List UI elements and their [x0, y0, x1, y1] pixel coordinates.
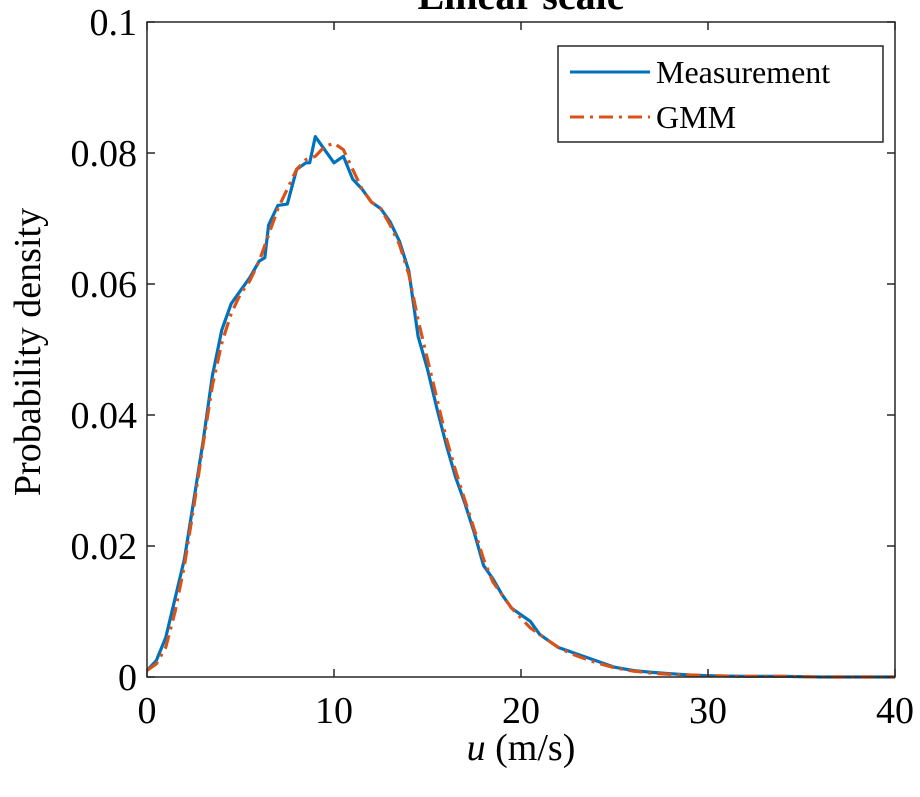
legend-box [557, 45, 884, 143]
y-tick-label: 0.04 [71, 395, 138, 437]
x-axis-variable: u [467, 727, 486, 769]
legend-label-measurement: Measurement [656, 54, 830, 90]
series-line-gmm [146, 141, 895, 679]
series-line-measurement [145, 135, 895, 679]
tick-labels: 0 10 20 30 40 0 0.02 0.04 0.06 0.08 0.1 [71, 2, 915, 732]
legend-label-gmm: GMM [656, 99, 736, 135]
y-tick-label: 0.02 [71, 526, 138, 568]
y-tick-label: 0 [118, 657, 137, 699]
x-tick-label: 40 [876, 690, 914, 732]
x-axis-unit: (m/s) [495, 727, 575, 769]
x-tick-label: 10 [315, 690, 353, 732]
x-axis-space [486, 727, 496, 769]
chart-title: Linear scale [417, 0, 624, 18]
x-tick-label: 30 [689, 690, 727, 732]
x-tick-label: 20 [502, 690, 540, 732]
y-tick-label: 0.08 [71, 133, 138, 175]
ticks [146, 21, 896, 678]
y-tick-label: 0.06 [71, 264, 138, 306]
y-tick-label: 0.1 [90, 2, 138, 44]
legend: Measurement GMM [557, 45, 884, 143]
x-tick-label: 0 [138, 690, 157, 732]
y-axis-title: Probability density [7, 208, 49, 496]
plot-lines [145, 135, 895, 679]
x-axis-title: u (m/s) [467, 727, 576, 769]
